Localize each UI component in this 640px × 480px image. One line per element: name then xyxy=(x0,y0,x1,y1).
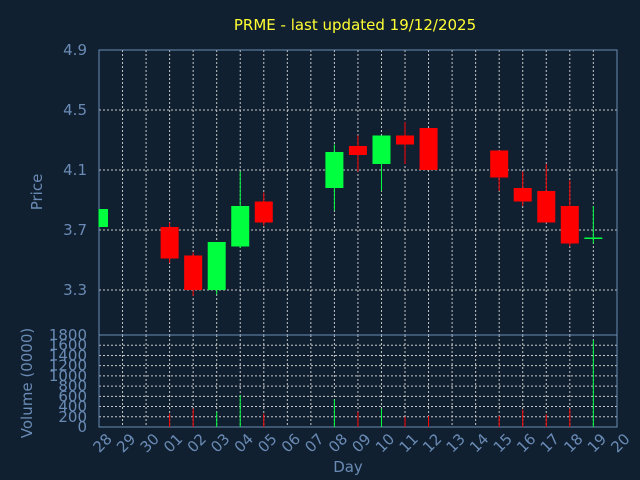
chart-title: PRME - last updated 19/12/2025 xyxy=(234,16,476,34)
x-tick-label: 05 xyxy=(254,430,280,456)
volume-tick-label: 1200 xyxy=(49,357,87,375)
candle-body xyxy=(231,206,250,247)
x-axis-label: Day xyxy=(333,458,363,476)
candle-body xyxy=(254,201,273,223)
volume-tick-label: 0 xyxy=(77,418,87,436)
price-tick-label: 3.7 xyxy=(63,221,87,239)
candle-body xyxy=(207,242,226,290)
volume-tick-label: 1600 xyxy=(49,336,87,354)
volume-tick-label: 1800 xyxy=(49,326,87,344)
price-tick-label: 4.5 xyxy=(63,101,87,119)
x-axis: 2829300102030405060708091011121314151617… xyxy=(90,430,634,456)
x-tick-label: 12 xyxy=(419,430,445,456)
volume-tick-label: 600 xyxy=(58,387,87,405)
x-tick-label: 01 xyxy=(160,430,186,456)
x-tick-label: 11 xyxy=(396,430,422,456)
candle-body xyxy=(372,135,391,164)
candle-body xyxy=(396,135,415,145)
price-axis-label: Price xyxy=(28,174,46,211)
x-tick-label: 13 xyxy=(443,430,469,456)
x-tick-label: 06 xyxy=(278,430,304,456)
volume-tick-label: 1000 xyxy=(49,367,87,385)
candle-body xyxy=(325,152,344,188)
x-tick-label: 16 xyxy=(513,430,539,456)
x-tick-label: 20 xyxy=(607,430,633,456)
candle-body xyxy=(348,146,367,155)
volume-axis-label: Volume (0000) xyxy=(18,328,36,438)
candle-body xyxy=(584,237,603,239)
candle-body xyxy=(99,209,108,227)
candle-body xyxy=(184,255,203,290)
x-tick-label: 10 xyxy=(372,430,398,456)
volume-tick-label: 200 xyxy=(58,408,87,426)
candle-body xyxy=(513,188,532,202)
x-tick-label: 30 xyxy=(137,430,163,456)
candle-body xyxy=(490,150,509,178)
price-panel: 4.9 4.5 4.1 3.7 3.3 xyxy=(63,41,618,336)
price-tick-label: 4.9 xyxy=(63,41,87,59)
candle-body xyxy=(419,128,438,170)
x-tick-label: 03 xyxy=(207,430,233,456)
x-tick-label: 15 xyxy=(490,430,516,456)
x-tick-label: 04 xyxy=(231,430,257,456)
price-tick-label: 4.1 xyxy=(63,161,87,179)
x-tick-label: 08 xyxy=(325,430,351,456)
candle-body xyxy=(537,191,556,223)
x-tick-label: 02 xyxy=(184,430,210,456)
candle-body xyxy=(160,227,179,259)
x-tick-label: 29 xyxy=(113,430,139,456)
price-tick-label: 3.3 xyxy=(63,281,87,299)
x-tick-label: 28 xyxy=(90,430,116,456)
x-tick-label: 09 xyxy=(348,430,374,456)
volume-tick-label: 800 xyxy=(58,377,87,395)
x-tick-label: 18 xyxy=(560,430,586,456)
volume-tick-label: 1400 xyxy=(49,346,87,364)
volume-tick-label: 400 xyxy=(58,398,87,416)
x-tick-label: 14 xyxy=(466,430,492,456)
candle-body xyxy=(560,206,579,244)
x-tick-label: 07 xyxy=(301,430,327,456)
x-tick-label: 17 xyxy=(537,430,563,456)
x-tick-label: 19 xyxy=(584,430,610,456)
